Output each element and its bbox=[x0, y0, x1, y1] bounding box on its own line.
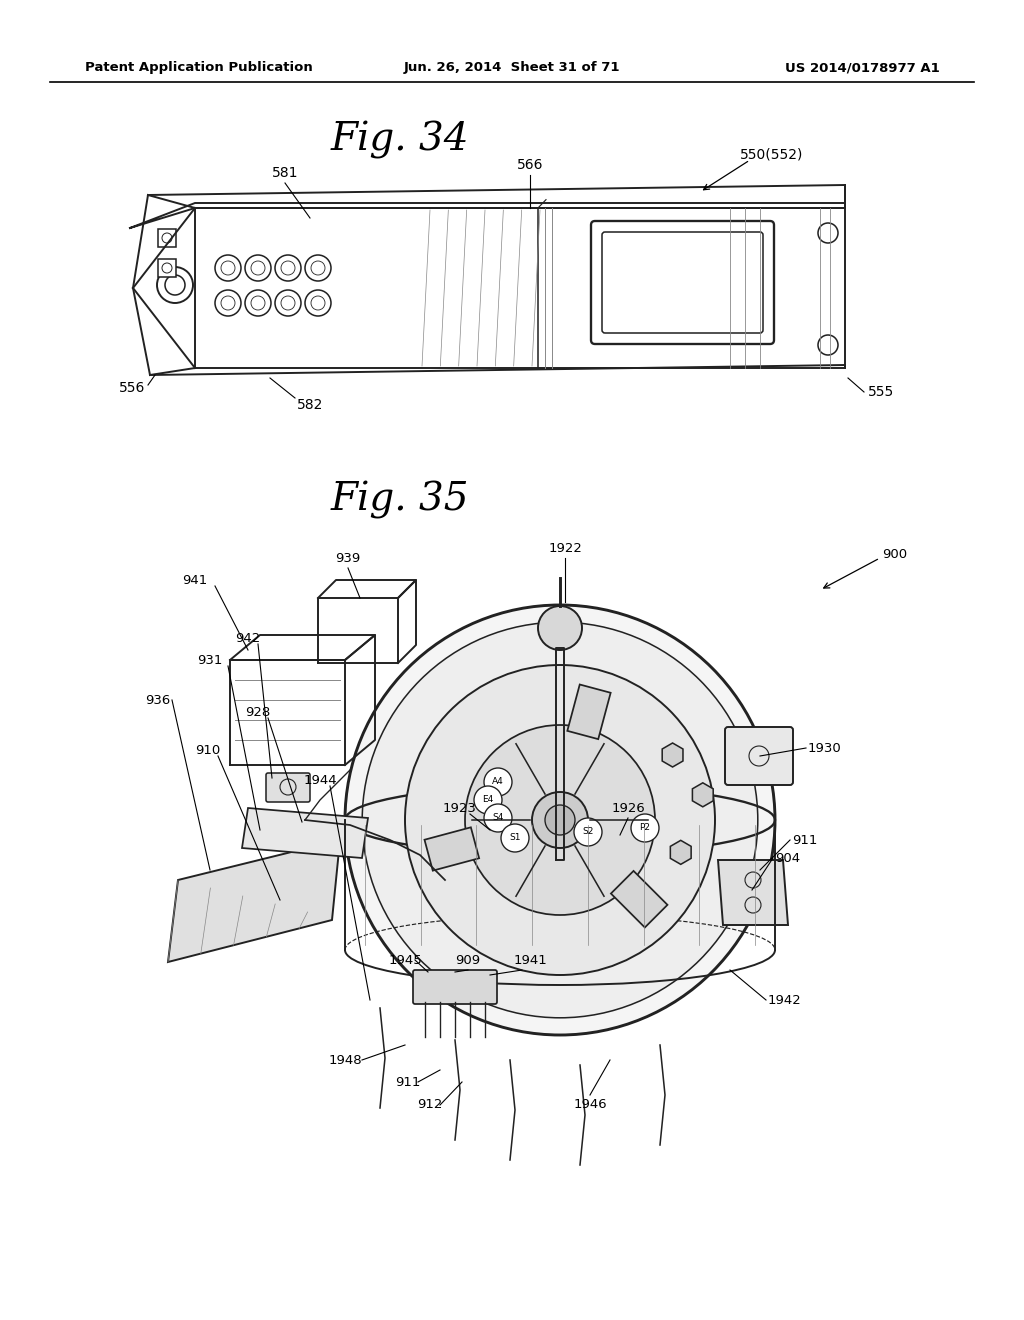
Text: 939: 939 bbox=[336, 552, 360, 565]
Text: 911: 911 bbox=[395, 1076, 421, 1089]
Polygon shape bbox=[718, 861, 788, 925]
Text: 900: 900 bbox=[882, 549, 907, 561]
Text: 936: 936 bbox=[144, 693, 170, 706]
Text: 1942: 1942 bbox=[768, 994, 802, 1006]
Text: Patent Application Publication: Patent Application Publication bbox=[85, 62, 312, 74]
FancyBboxPatch shape bbox=[725, 727, 793, 785]
Circle shape bbox=[362, 622, 758, 1018]
Text: 928: 928 bbox=[246, 705, 270, 718]
Text: P2: P2 bbox=[640, 824, 650, 833]
Text: 1930: 1930 bbox=[808, 742, 842, 755]
Circle shape bbox=[245, 290, 271, 315]
Text: 555: 555 bbox=[868, 385, 894, 399]
Text: 1922: 1922 bbox=[548, 541, 582, 554]
Text: 581: 581 bbox=[271, 166, 298, 180]
Circle shape bbox=[275, 290, 301, 315]
Circle shape bbox=[157, 267, 193, 304]
Circle shape bbox=[474, 785, 502, 814]
Text: 1941: 1941 bbox=[513, 953, 547, 966]
Text: 1944: 1944 bbox=[303, 774, 337, 787]
Text: 909: 909 bbox=[456, 953, 480, 966]
Circle shape bbox=[818, 335, 838, 355]
Text: S1: S1 bbox=[509, 833, 521, 842]
Text: 911: 911 bbox=[792, 833, 817, 846]
Polygon shape bbox=[242, 808, 368, 858]
Circle shape bbox=[484, 804, 512, 832]
Polygon shape bbox=[692, 783, 713, 807]
Text: 1948: 1948 bbox=[328, 1053, 361, 1067]
Text: 1926: 1926 bbox=[611, 801, 645, 814]
Polygon shape bbox=[663, 743, 683, 767]
Circle shape bbox=[245, 255, 271, 281]
Text: 942: 942 bbox=[236, 631, 261, 644]
Circle shape bbox=[818, 223, 838, 243]
Text: 941: 941 bbox=[182, 573, 208, 586]
Circle shape bbox=[305, 255, 331, 281]
Text: A4: A4 bbox=[493, 777, 504, 787]
Circle shape bbox=[465, 725, 655, 915]
Text: 912: 912 bbox=[418, 1098, 442, 1111]
Text: 582: 582 bbox=[297, 399, 324, 412]
Text: Fig. 34: Fig. 34 bbox=[331, 121, 469, 158]
FancyBboxPatch shape bbox=[591, 220, 774, 345]
Text: 1945: 1945 bbox=[388, 953, 422, 966]
Circle shape bbox=[532, 792, 588, 847]
Text: 1946: 1946 bbox=[573, 1098, 607, 1111]
Circle shape bbox=[275, 255, 301, 281]
Circle shape bbox=[574, 818, 602, 846]
Polygon shape bbox=[425, 828, 479, 871]
Text: 566: 566 bbox=[517, 158, 544, 172]
Circle shape bbox=[215, 255, 241, 281]
Text: 904: 904 bbox=[775, 851, 800, 865]
FancyBboxPatch shape bbox=[266, 774, 310, 803]
Text: S2: S2 bbox=[583, 828, 594, 837]
Text: 910: 910 bbox=[196, 743, 220, 756]
Circle shape bbox=[215, 290, 241, 315]
FancyBboxPatch shape bbox=[413, 970, 497, 1005]
Circle shape bbox=[305, 290, 331, 315]
Text: Fig. 35: Fig. 35 bbox=[331, 480, 469, 519]
Circle shape bbox=[484, 768, 512, 796]
Text: Jun. 26, 2014  Sheet 31 of 71: Jun. 26, 2014 Sheet 31 of 71 bbox=[403, 62, 621, 74]
Text: 550(552): 550(552) bbox=[740, 148, 804, 162]
Polygon shape bbox=[168, 840, 340, 962]
Circle shape bbox=[545, 805, 575, 836]
Circle shape bbox=[345, 605, 775, 1035]
Polygon shape bbox=[567, 685, 610, 739]
Text: 931: 931 bbox=[198, 653, 222, 667]
Text: 1923: 1923 bbox=[443, 801, 477, 814]
Bar bbox=[158, 259, 176, 277]
Text: E4: E4 bbox=[482, 796, 494, 804]
Text: US 2014/0178977 A1: US 2014/0178977 A1 bbox=[785, 62, 940, 74]
Text: S4: S4 bbox=[493, 813, 504, 822]
Polygon shape bbox=[671, 841, 691, 865]
Circle shape bbox=[631, 814, 659, 842]
Circle shape bbox=[538, 606, 582, 649]
Circle shape bbox=[501, 824, 529, 851]
Polygon shape bbox=[611, 871, 668, 928]
Text: 556: 556 bbox=[119, 381, 145, 395]
Circle shape bbox=[406, 665, 715, 975]
Bar bbox=[158, 228, 176, 247]
